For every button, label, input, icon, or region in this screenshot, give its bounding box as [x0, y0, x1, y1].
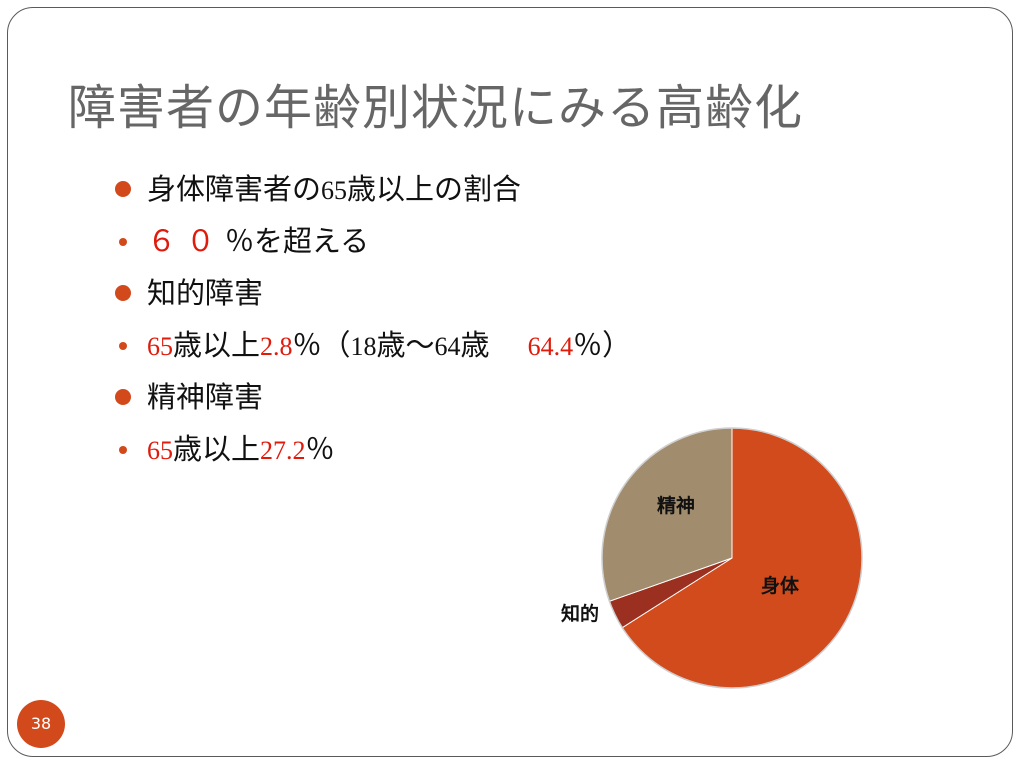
bullet-dot-icon: [119, 238, 127, 246]
bullet-text: 身体障害者の65歳以上の割合: [147, 172, 522, 206]
bullet-text: 知的障害: [147, 276, 264, 310]
bullet-text: 65歳以上27.2％: [147, 432, 335, 466]
bullet-dot-icon: [119, 342, 127, 350]
slide-title: 障害者の年齢別状況にみる高齢化: [68, 80, 804, 136]
bullet-dot-icon: [115, 181, 131, 197]
bullet-text: 精神障害: [147, 380, 264, 414]
bullet-dot-icon: [115, 389, 131, 405]
slide-number-badge: 38: [17, 700, 65, 748]
pie-outline: [601, 427, 863, 689]
pie-label-2: 精神: [657, 494, 695, 517]
bullet-text: 65歳以上2.8％（18歳～64歳 64.4％）: [147, 328, 632, 362]
bullet-text: ６０％を超える: [147, 224, 370, 258]
slide-frame: [7, 7, 1013, 757]
bullet-dot-icon: [119, 446, 127, 454]
pie-label-1: 知的: [561, 602, 599, 625]
pie-label-0: 身体: [761, 574, 800, 597]
bullet-dot-icon: [115, 285, 131, 301]
